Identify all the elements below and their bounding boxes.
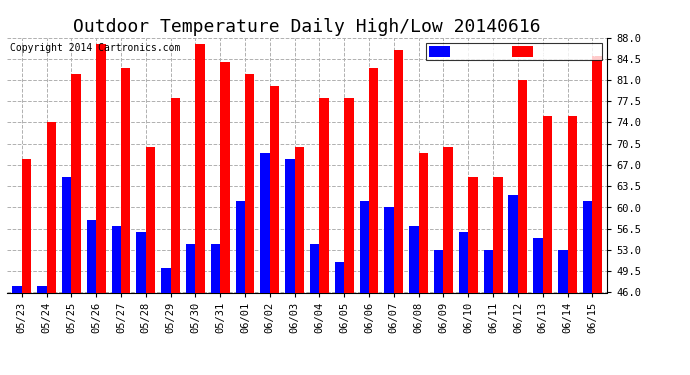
Bar [37, 286, 47, 375]
Legend: Low  (°F), High  (°F): Low (°F), High (°F) [426, 43, 602, 60]
Bar [12, 286, 22, 375]
Bar [558, 250, 567, 375]
Bar [583, 201, 592, 375]
Bar [344, 98, 354, 375]
Bar [220, 62, 230, 375]
Bar [369, 68, 379, 375]
Bar [444, 147, 453, 375]
Bar [394, 50, 403, 375]
Bar [161, 268, 170, 375]
Bar [359, 201, 369, 375]
Bar [211, 244, 220, 375]
Bar [170, 98, 180, 375]
Bar [96, 44, 106, 375]
Bar [319, 98, 329, 375]
Bar [245, 74, 255, 375]
Bar [186, 244, 195, 375]
Bar [137, 232, 146, 375]
Bar [195, 44, 205, 375]
Bar [484, 250, 493, 375]
Bar [469, 177, 477, 375]
Bar [121, 68, 130, 375]
Bar [518, 80, 527, 375]
Bar [71, 74, 81, 375]
Bar [409, 226, 419, 375]
Bar [310, 244, 319, 375]
Bar [459, 232, 469, 375]
Title: Outdoor Temperature Daily High/Low 20140616: Outdoor Temperature Daily High/Low 20140… [73, 18, 541, 36]
Bar [384, 207, 394, 375]
Bar [62, 177, 71, 375]
Bar [592, 56, 602, 375]
Bar [295, 147, 304, 375]
Bar [112, 226, 121, 375]
Bar [235, 201, 245, 375]
Bar [509, 195, 518, 375]
Bar [493, 177, 502, 375]
Bar [533, 238, 543, 375]
Bar [146, 147, 155, 375]
Bar [47, 123, 56, 375]
Bar [335, 262, 344, 375]
Bar [434, 250, 444, 375]
Text: Copyright 2014 Cartronics.com: Copyright 2014 Cartronics.com [10, 43, 180, 52]
Bar [22, 159, 31, 375]
Bar [419, 153, 428, 375]
Bar [567, 116, 577, 375]
Bar [285, 159, 295, 375]
Bar [87, 220, 96, 375]
Bar [260, 153, 270, 375]
Bar [270, 86, 279, 375]
Bar [543, 116, 552, 375]
